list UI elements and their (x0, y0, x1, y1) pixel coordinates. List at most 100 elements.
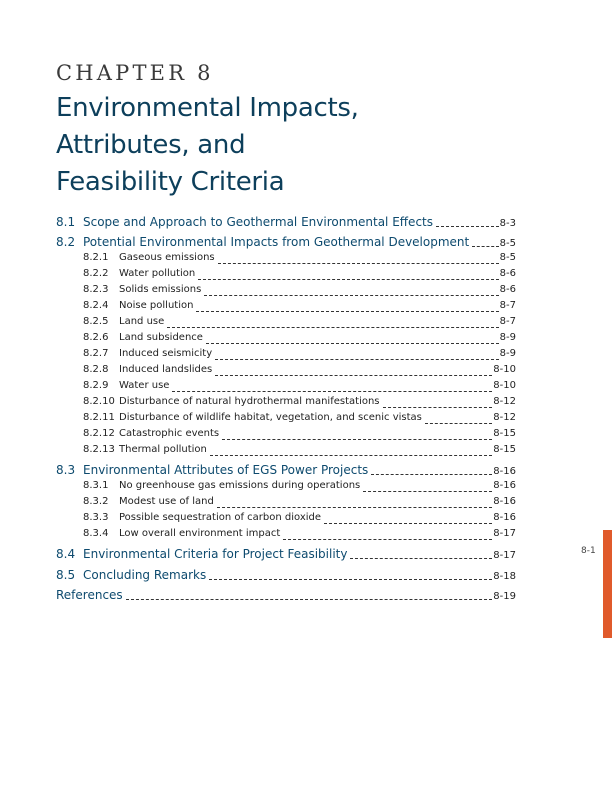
toc-dot-leader (222, 438, 493, 440)
toc-entry-title: Water use (119, 380, 170, 391)
toc-entry-page: 8-18 (493, 571, 516, 582)
toc-entry[interactable]: 8.2.6 Land subsidence 8-9 (0, 332, 612, 348)
chapter-title-line: Attributes, and (56, 130, 246, 160)
toc-entry-page: 8-16 (493, 512, 516, 523)
toc-dot-leader (436, 225, 499, 227)
chapter-title: Environmental Impacts, Attributes, and F… (56, 90, 359, 201)
toc-entry-page: 8-10 (493, 364, 516, 375)
toc-entry-title: Scope and Approach to Geothermal Environ… (83, 215, 433, 229)
toc-entry-page: 8-10 (493, 380, 516, 391)
toc-entry-number: 8.2.10 (83, 396, 115, 407)
toc-dot-leader (283, 538, 493, 540)
toc-dot-leader (209, 454, 493, 456)
toc-entry-page: 8-17 (493, 528, 516, 539)
toc-entry[interactable]: 8.4 Environmental Criteria for Project Fe… (0, 547, 612, 563)
toc-entry-page: 8-3 (499, 218, 516, 229)
toc-entry-title: Noise pollution (119, 300, 194, 311)
toc-entry[interactable]: 8.2.11 Disturbance of wildlife habitat, v… (0, 412, 612, 428)
toc-entry-title: Induced landslides (119, 364, 213, 375)
toc-entry[interactable]: 8.2.9 Water use 8-10 (0, 380, 612, 396)
toc-entry-page: 8-5 (499, 252, 516, 263)
toc-entry-title: Disturbance of wildlife habitat, vegetat… (119, 412, 422, 423)
toc-entry-page: 8-5 (499, 238, 516, 249)
toc-dot-leader (125, 598, 493, 600)
toc-entry-page: 8-9 (499, 348, 516, 359)
toc-entry-title: Thermal pollution (119, 444, 207, 455)
side-page-number: 8-1 (581, 546, 596, 556)
toc-entry[interactable]: 8.3.2 Modest use of land 8-16 (0, 496, 612, 512)
toc-dot-leader (371, 473, 493, 475)
toc-entry-number: 8.2.5 (83, 316, 109, 327)
toc-entry[interactable]: 8.3.4 Low overall environment impact 8-17 (0, 528, 612, 544)
toc-dot-leader (472, 245, 499, 247)
toc-entry-number: 8.2.1 (83, 252, 109, 263)
toc-entry-number: 8.3 (56, 463, 76, 477)
toc-entry-page: 8-12 (493, 412, 516, 423)
toc-entry-title: Environmental Criteria for Project Feasi… (83, 547, 348, 561)
toc-references-entry[interactable]: References 8-19 (0, 588, 612, 604)
toc-entry[interactable]: 8.1 Scope and Approach to Geothermal Envi… (0, 215, 612, 231)
toc-entry[interactable]: 8.2.10 Disturbance of natural hydrotherma… (0, 396, 612, 412)
toc-entry[interactable]: 8.2.1 Gaseous emissions 8-5 (0, 252, 612, 268)
toc-entry[interactable]: 8.2.4 Noise pollution 8-7 (0, 300, 612, 316)
toc-entry-title: Catastrophic events (119, 428, 220, 439)
toc-entry[interactable]: 8.2.7 Induced seismicity 8-9 (0, 348, 612, 364)
chapter-label: CHAPTER 8 (56, 61, 214, 85)
toc-entry-number: 8.5 (56, 568, 76, 582)
toc-dot-leader (350, 557, 493, 559)
toc-entry-number: 8.2.3 (83, 284, 109, 295)
toc-entry[interactable]: 8.2.13 Thermal pollution 8-15 (0, 444, 612, 460)
toc-entry[interactable]: 8.2.8 Induced landslides 8-10 (0, 364, 612, 380)
toc-entry-page: 8-16 (493, 466, 516, 477)
toc-entry[interactable]: 8.2.3 Solids emissions 8-6 (0, 284, 612, 300)
toc-entry-title: Water pollution (119, 268, 196, 279)
toc-dot-leader (205, 342, 499, 344)
toc-entry-title: Low overall environment impact (119, 528, 281, 539)
toc-dot-leader (167, 326, 499, 328)
toc-dot-leader (215, 358, 499, 360)
toc-dot-leader (196, 310, 499, 312)
toc-entry-number: 8.2.6 (83, 332, 109, 343)
toc-entry-page: 8-7 (499, 316, 516, 327)
chapter-title-line: Environmental Impacts, (56, 93, 359, 123)
toc-entry-title: No greenhouse gas emissions during opera… (119, 480, 361, 491)
toc-dot-leader (363, 490, 493, 492)
toc-entry-title: Land subsidence (119, 332, 203, 343)
toc-entry[interactable]: 8.3.1 No greenhouse gas emissions during … (0, 480, 612, 496)
toc-entry-number: 8.2.8 (83, 364, 109, 375)
toc-entry-page: 8-6 (499, 284, 516, 295)
toc-entry[interactable]: 8.2 Potential Environmental Impacts from … (0, 235, 612, 251)
toc-entry-number: 8.2.12 (83, 428, 115, 439)
toc-entry[interactable]: 8.5 Concluding Remarks 8-18 (0, 568, 612, 584)
toc-entry-number: 8.1 (56, 215, 76, 229)
toc-entry[interactable]: 8.2.12 Catastrophic events 8-15 (0, 428, 612, 444)
toc-entry-page: 8-16 (493, 496, 516, 507)
toc-entry[interactable]: 8.2.2 Water pollution 8-6 (0, 268, 612, 284)
chapter-title-line: Feasibility Criteria (56, 167, 285, 197)
toc-entry-page: 8-12 (493, 396, 516, 407)
toc-entry[interactable]: 8.2.5 Land use 8-7 (0, 316, 612, 332)
toc-entry-number: 8.2.11 (83, 412, 115, 423)
toc-entry-number: 8.3.1 (83, 480, 109, 491)
toc-entry-page: 8-7 (499, 300, 516, 311)
toc-entry-number: 8.2.4 (83, 300, 109, 311)
toc-entry-title: Gaseous emissions (119, 252, 215, 263)
toc-dot-leader (324, 522, 493, 524)
toc-entry-page: 8-15 (493, 444, 516, 455)
toc-dot-leader (382, 406, 493, 408)
toc-entry[interactable]: 8.3 Environmental Attributes of EGS Power… (0, 463, 612, 479)
toc-entry-title: Potential Environmental Impacts from Geo… (83, 235, 470, 249)
toc-entry[interactable]: 8.3.3 Possible sequestration of carbon di… (0, 512, 612, 528)
toc-entry-title: Concluding Remarks (83, 568, 207, 582)
toc-entry-number: 8.2.13 (83, 444, 115, 455)
toc-entry-title: Disturbance of natural hydrothermal mani… (119, 396, 380, 407)
toc-entry-number: 8.3.3 (83, 512, 109, 523)
toc-entry-page: 8-9 (499, 332, 516, 343)
toc-entry-title: Induced seismicity (119, 348, 213, 359)
toc-entry-number: 8.4 (56, 547, 76, 561)
toc-entry-title: Land use (119, 316, 165, 327)
toc-entry-number: 8.3.2 (83, 496, 109, 507)
toc-dot-leader (204, 294, 499, 296)
toc-entry-title: Modest use of land (119, 496, 214, 507)
toc-dot-leader (209, 578, 493, 580)
